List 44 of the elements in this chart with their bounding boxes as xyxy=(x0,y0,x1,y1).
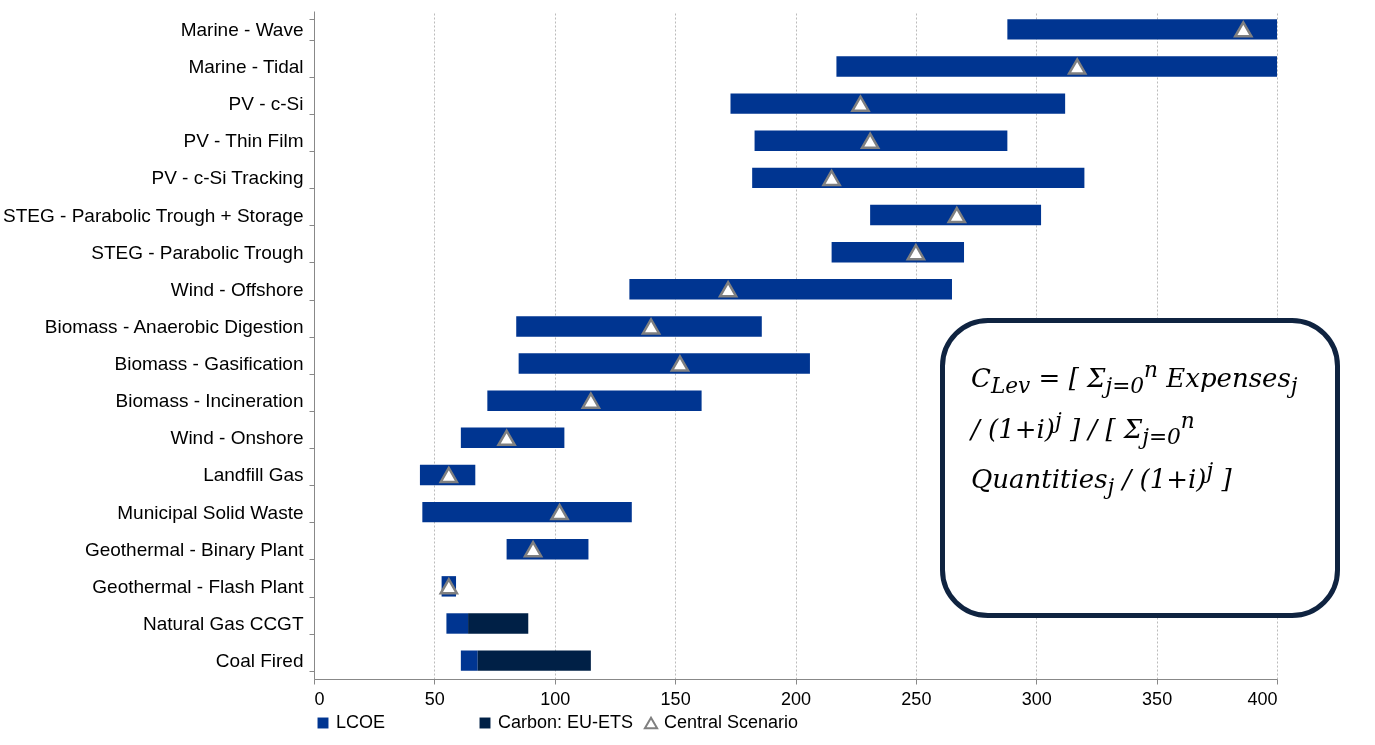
y-tick-label: Natural Gas CCGT xyxy=(143,612,304,634)
y-tick-label: Marine - Wave xyxy=(180,18,304,40)
x-tick-label: 100 xyxy=(540,688,571,709)
legend-label: Carbon: EU-ETS xyxy=(498,712,634,732)
y-tick-label: Coal Fired xyxy=(215,650,304,672)
point xyxy=(497,429,516,447)
y-tick-label: Wind - Onshore xyxy=(170,427,304,449)
point xyxy=(641,318,661,335)
point xyxy=(550,503,569,521)
point xyxy=(718,281,738,298)
y-tick-label: PV - c-Si xyxy=(228,93,304,115)
y-tick-label: Landfill Gas xyxy=(203,464,304,486)
y-tick-label: Geothermal - Binary Plant xyxy=(84,538,305,560)
y-tick-label: Geothermal - Flash Plant xyxy=(92,575,305,597)
x-tick-label: 200 xyxy=(780,688,812,709)
y-tick-label: Biomass - Anaerobic Digestion xyxy=(44,315,304,337)
y-tick-label: STEG - Parabolic Trough + Storage xyxy=(3,204,304,226)
x-tick-label: 0 xyxy=(314,688,325,709)
y-tick-label: Municipal Solid Waste xyxy=(117,501,304,523)
point xyxy=(581,392,601,409)
point xyxy=(670,355,690,372)
x-tick-label: 150 xyxy=(660,688,691,709)
point xyxy=(1233,21,1253,38)
x-tick-label: 400 xyxy=(1247,688,1278,709)
y-tick-label: STEG - Parabolic Trough xyxy=(91,241,304,263)
y-tick-label: PV - c-Si Tracking xyxy=(151,167,304,189)
point xyxy=(947,206,967,224)
y-tick-label: Biomass - Incineration xyxy=(115,390,304,412)
point xyxy=(906,243,926,261)
legend-label: Central Scenario xyxy=(664,712,799,732)
y-tick-label: PV - Thin Film xyxy=(183,130,304,152)
x-tick-label: 250 xyxy=(901,688,932,709)
x-tick-label: 50 xyxy=(424,688,445,709)
y-tick-label: Wind - Offshore xyxy=(170,278,304,300)
legend-label: LCOE xyxy=(336,712,386,732)
point xyxy=(523,540,543,558)
point xyxy=(860,132,880,150)
x-tick-label: 350 xyxy=(1142,688,1173,709)
x-tick-label: 300 xyxy=(1021,688,1052,709)
point xyxy=(851,95,870,112)
y-tick-label: Marine - Tidal xyxy=(188,56,304,78)
point xyxy=(822,169,841,187)
point xyxy=(1067,58,1087,75)
y-tick-label: Biomass - Gasification xyxy=(114,353,304,375)
